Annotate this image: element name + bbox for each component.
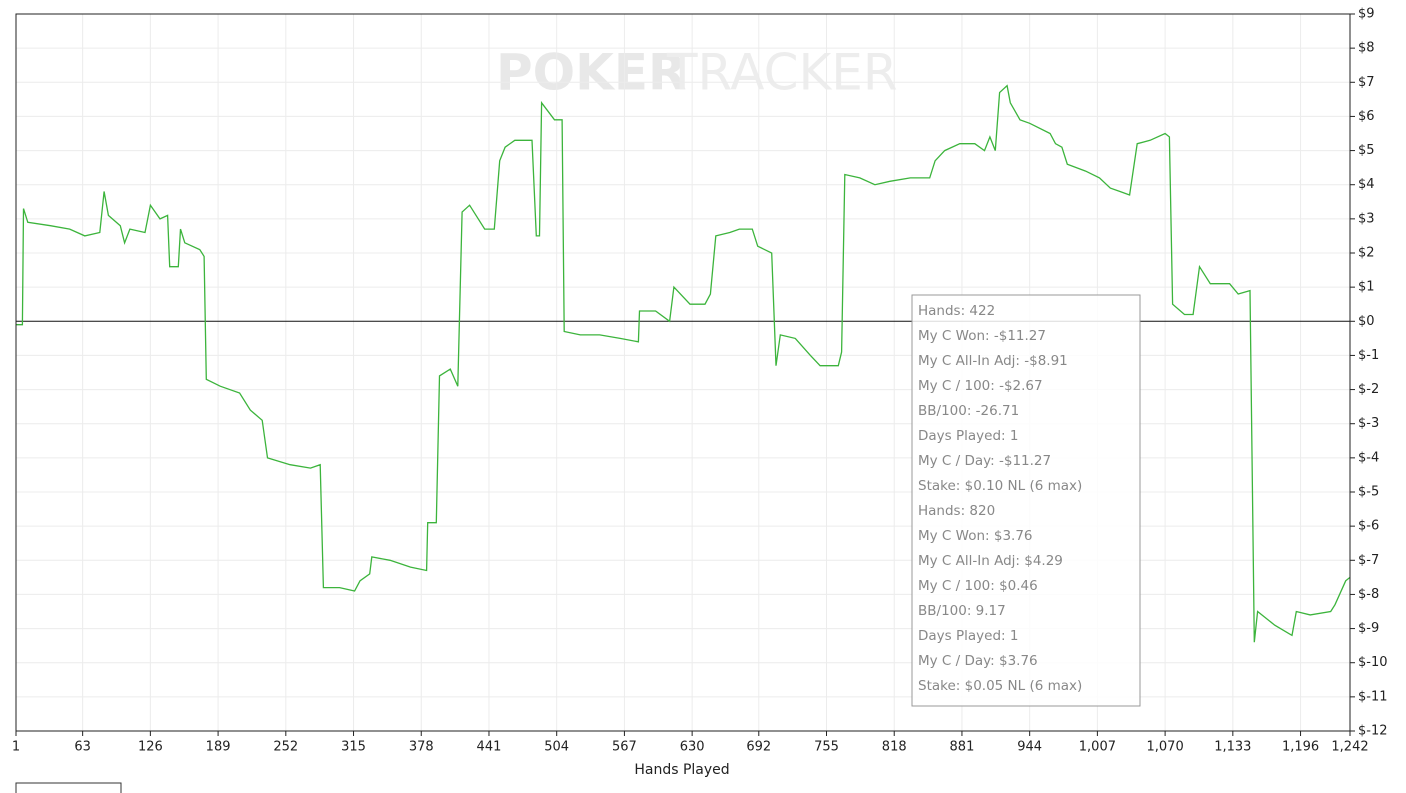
- tooltip-line: My C Won: $3.76: [918, 528, 1033, 544]
- x-tick-label: 818: [882, 740, 907, 755]
- x-tick-label: 881: [950, 740, 975, 755]
- data-line: [16, 84, 1351, 643]
- y-tick-label: $-3: [1358, 416, 1379, 431]
- tooltip-line: Stake: $0.05 NL (6 max): [918, 678, 1082, 694]
- tooltip-line: My C / Day: $3.76: [918, 653, 1038, 669]
- x-tick-label: 1,007: [1079, 740, 1116, 755]
- tooltip: Hands: 422 My C Won: -$11.27 My C All-In A…: [911, 294, 1141, 707]
- tooltip-line: My C / 100: -$2.67: [918, 378, 1043, 394]
- x-tick-label: 630: [680, 740, 705, 755]
- y-tick-label: $6: [1358, 109, 1375, 124]
- plot-frame: [15, 13, 1351, 732]
- y-tick-label: $2: [1358, 246, 1375, 261]
- x-tick-label: 189: [206, 740, 231, 755]
- y-tick-label: $-4: [1358, 450, 1379, 465]
- x-tick-label: 315: [341, 740, 366, 755]
- tooltip-line: Hands: 422: [918, 303, 995, 319]
- y-tick-label: $-2: [1358, 382, 1379, 397]
- grid: [15, 13, 1355, 736]
- x-tick-label: 944: [1017, 740, 1042, 755]
- y-tick-label: $-11: [1358, 689, 1388, 704]
- x-axis-label: Hands Played: [634, 762, 729, 778]
- tooltip-box: [911, 294, 1141, 707]
- tooltip-line: My C / Day: -$11.27: [918, 453, 1051, 469]
- x-tick-label: 1,133: [1214, 740, 1251, 755]
- x-tick-label: 126: [138, 740, 163, 755]
- legend-box: [15, 782, 122, 793]
- y-tick-label: $7: [1358, 75, 1375, 90]
- x-tick-label: 63: [74, 740, 91, 755]
- tooltip-line: My C Won: -$11.27: [918, 328, 1046, 344]
- y-tick-label: $-6: [1358, 519, 1379, 534]
- plot: [16, 84, 1351, 643]
- y-tick-label: $9: [1358, 7, 1375, 22]
- y-tick-label: $1: [1358, 280, 1375, 295]
- y-tick-label: $-12: [1358, 724, 1388, 739]
- x-tick-label: 567: [612, 740, 637, 755]
- x-tick-label: 378: [409, 740, 434, 755]
- tooltip-line: My C All-In Adj: -$8.91: [918, 353, 1068, 369]
- tooltip-line: Hands: 820: [918, 503, 995, 519]
- watermark: POKER: [496, 44, 687, 102]
- y-tick-label: $-7: [1358, 553, 1379, 568]
- x-tick-label: 1,196: [1282, 740, 1319, 755]
- watermark: TRACKER: [666, 44, 898, 102]
- y-tick-label: $-1: [1358, 348, 1379, 363]
- y-tick-label: $3: [1358, 211, 1375, 226]
- x-tick-label: 1: [12, 740, 20, 755]
- y-tick-label: $0: [1358, 314, 1375, 329]
- y-tick-label: $-5: [1358, 485, 1379, 500]
- x-tick-label: 441: [477, 740, 502, 755]
- tooltip-line: BB/100: 9.17: [918, 603, 1006, 619]
- tooltip-line: Stake: $0.10 NL (6 max): [918, 478, 1082, 494]
- x-tick-label: 755: [814, 740, 839, 755]
- x-tick-label: 692: [746, 740, 771, 755]
- tooltip-line: My C / 100: $0.46: [918, 578, 1038, 594]
- y-tick-label: $-8: [1358, 587, 1379, 602]
- y-tick-label: $8: [1358, 41, 1375, 56]
- x-tick-label: 252: [273, 740, 298, 755]
- y-tick-label: $-10: [1358, 655, 1388, 670]
- y-tick-label: $4: [1358, 177, 1375, 192]
- x-tick-label: 1,070: [1147, 740, 1184, 755]
- tooltip-line: Days Played: 1: [918, 428, 1018, 444]
- x-tick-label: 1,242: [1331, 740, 1368, 755]
- tooltip-line: My C All-In Adj: $4.29: [918, 553, 1063, 569]
- y-tick-label: $-9: [1358, 621, 1379, 636]
- tooltip-line: BB/100: -26.71: [918, 403, 1019, 419]
- x-tick-label: 504: [544, 740, 569, 755]
- y-tick-label: $5: [1358, 143, 1375, 158]
- tooltip-line: Days Played: 1: [918, 628, 1018, 644]
